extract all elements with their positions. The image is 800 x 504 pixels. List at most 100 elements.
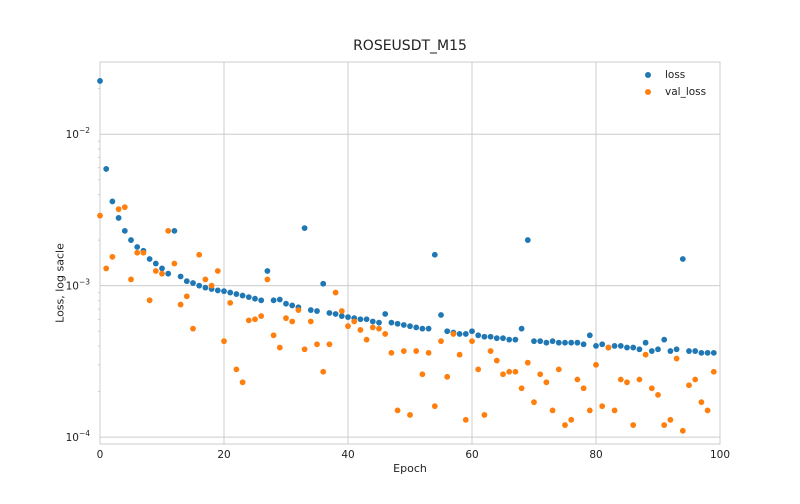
x-tick-label: 100 (710, 449, 730, 461)
val-loss-point (208, 282, 215, 289)
loss-point (630, 344, 637, 351)
val-loss-point (388, 349, 395, 356)
val-loss-point (146, 297, 153, 304)
val-loss-point (376, 325, 382, 332)
loss-point (599, 341, 606, 348)
loss-point (97, 78, 103, 84)
val-loss-point (270, 332, 277, 339)
x-axis-label: Epoch (393, 462, 427, 475)
loss-point (134, 244, 141, 250)
val-loss-point (611, 407, 618, 414)
val-loss-point (252, 316, 258, 323)
loss-point (524, 237, 531, 243)
loss-point (512, 336, 519, 343)
val-loss-point (531, 399, 537, 406)
x-tick-label: 20 (217, 449, 230, 461)
val-loss-point (239, 379, 246, 386)
loss-point (320, 280, 327, 287)
legend-marker-loss (645, 71, 651, 78)
val-loss-point (407, 412, 413, 418)
loss-point (500, 335, 506, 342)
val-loss-point (667, 416, 674, 423)
loss-point (376, 319, 382, 326)
loss-point (624, 344, 630, 351)
loss-point (549, 338, 556, 345)
val-loss-point (648, 385, 655, 392)
val-loss-point (301, 346, 308, 353)
loss-point (345, 314, 351, 320)
loss-point (326, 310, 333, 316)
val-loss-point (710, 368, 717, 375)
loss-point (419, 325, 426, 332)
loss-point (332, 311, 339, 317)
y-tick-label: 10−3 (66, 278, 91, 293)
loss-point (611, 343, 618, 349)
loss-point (487, 333, 494, 340)
val-loss-point (103, 265, 110, 272)
val-loss-point (568, 416, 575, 423)
loss-point (518, 325, 525, 332)
val-loss-point (307, 318, 314, 325)
val-loss-point (283, 315, 289, 322)
val-loss-point (438, 338, 444, 345)
val-loss-point (326, 341, 333, 348)
loss-point (679, 256, 686, 262)
loss-point (146, 256, 153, 262)
val-loss-point (500, 371, 506, 378)
val-loss-point (655, 391, 661, 398)
loss-point (357, 316, 364, 323)
val-loss-point (524, 359, 531, 366)
x-tick-label: 60 (465, 449, 478, 461)
loss-point (506, 336, 513, 343)
loss-point (283, 300, 289, 307)
loss-point (537, 338, 544, 345)
val-loss-point (363, 336, 370, 343)
loss-point (568, 339, 575, 346)
loss-point (543, 339, 550, 346)
y-axis-label: Loss, log sacle (53, 243, 67, 323)
val-loss-point (134, 249, 141, 256)
loss-point (562, 339, 568, 346)
loss-point (531, 338, 537, 345)
val-loss-point (400, 348, 407, 354)
loss-point (481, 333, 488, 340)
val-loss-point (692, 376, 699, 383)
loss-point (152, 260, 159, 267)
legend-marker-val-loss (645, 88, 651, 95)
loss-point (704, 349, 711, 356)
loss-point (456, 331, 463, 337)
loss-point (692, 348, 699, 354)
val-loss-point (109, 253, 116, 260)
val-loss-point (481, 412, 488, 418)
x-tick-label: 0 (97, 449, 104, 461)
loss-point (196, 282, 203, 289)
loss-point (394, 320, 401, 327)
val-loss-point (357, 327, 364, 333)
loss-point (636, 346, 643, 353)
loss-point (648, 348, 655, 354)
val-loss-point (115, 206, 122, 213)
val-loss-point (450, 331, 457, 337)
val-loss-point (196, 251, 203, 258)
loss-point (698, 349, 705, 356)
loss-point (667, 348, 674, 354)
loss-point (103, 166, 110, 172)
val-loss-point (165, 227, 172, 234)
val-loss-point (624, 379, 630, 386)
val-loss-point (314, 341, 320, 348)
chart-legend: loss val_loss (640, 66, 706, 100)
val-loss-point (679, 427, 686, 434)
val-loss-point (431, 403, 438, 410)
val-loss-point (599, 403, 606, 410)
loss-point (264, 268, 271, 274)
val-loss-point (320, 368, 327, 375)
val-loss-point (487, 348, 494, 354)
loss-point (109, 198, 116, 205)
loss-point (369, 318, 376, 325)
val-loss-point (295, 307, 302, 313)
loss-point (202, 284, 209, 291)
val-loss-point (276, 344, 283, 351)
val-loss-point (233, 366, 240, 373)
val-loss-point (512, 368, 519, 375)
